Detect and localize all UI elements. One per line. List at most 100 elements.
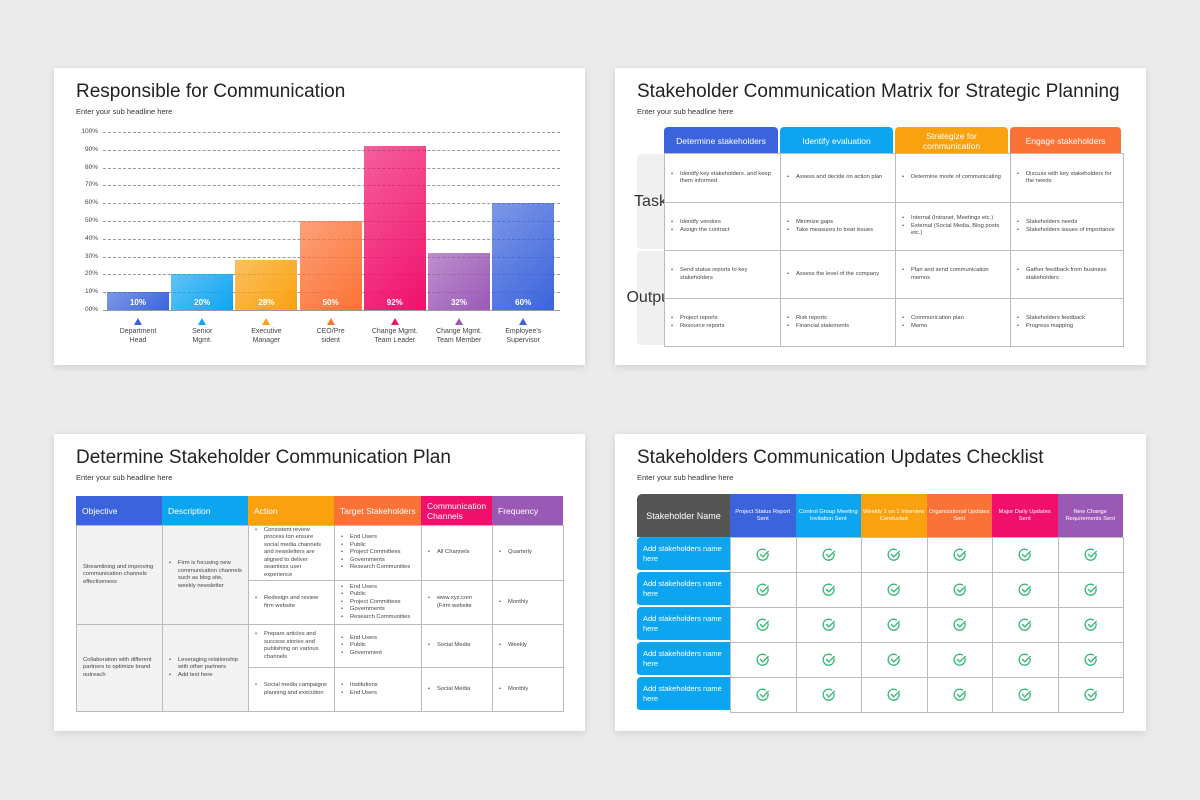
- check-circle-icon: [887, 548, 901, 561]
- x-tick-label-line: Team Member: [436, 337, 482, 344]
- matrix-cell: Risk reportsFinancial statements: [780, 298, 896, 347]
- checklist-cell[interactable]: [926, 607, 993, 643]
- x-tick-label: Employee's Supervisor: [488, 327, 558, 345]
- slide-title: Stakeholders Communication Updates Check…: [637, 447, 1044, 468]
- bullet-list: Identify key stakeholders. and keep them…: [671, 171, 774, 186]
- bullet-list: All Channels: [428, 549, 470, 557]
- triangle-marker-icon: [455, 318, 463, 325]
- checklist-cell[interactable]: [795, 607, 862, 643]
- plan-column-header: Action: [248, 496, 334, 525]
- matrix-column-header: Identify evaluation: [780, 127, 893, 154]
- matrix-cell: Identify key stakeholders. and keep them…: [664, 153, 781, 203]
- checklist-cell[interactable]: [730, 642, 797, 678]
- bar-data-label: 92%: [386, 298, 403, 307]
- bullet-item: Memo: [902, 323, 964, 331]
- bar-chart: 00% 10% 20% 30% 40% 50% 60% 70% 80% 90% 100% 10% Dep…: [54, 68, 585, 365]
- x-tick-label-line: Manager: [252, 337, 281, 344]
- check-circle-icon: [822, 688, 835, 701]
- bullet-item: Public: [341, 591, 410, 599]
- check-circle-icon: [822, 583, 835, 596]
- checklist-cell[interactable]: [926, 642, 993, 678]
- channels-cell: All Channels: [421, 525, 493, 581]
- bullet-item: Project Committees: [341, 549, 410, 557]
- x-tick-label-line: sident: [321, 337, 340, 344]
- checklist-cell[interactable]: [730, 677, 797, 713]
- action-cell: Consistent review process ton ensure soc…: [248, 525, 335, 581]
- checklist-cell[interactable]: [926, 677, 993, 713]
- frequency-cell: Weekly: [492, 624, 564, 668]
- bullet-item: Monthly: [499, 686, 528, 694]
- bullet-item: Send status reports to key stakeholders: [671, 267, 774, 282]
- bullet-item: Social Media: [428, 686, 470, 694]
- check-circle-icon: [887, 688, 901, 701]
- bullet-item: Progress mapping: [1017, 323, 1085, 331]
- matrix-cell: Communication planMemo: [895, 298, 1011, 347]
- x-tick-label-line: CEO/Pre: [316, 328, 345, 335]
- check-circle-icon: [953, 548, 966, 561]
- checklist-cell[interactable]: [992, 677, 1059, 713]
- bullet-item: Resource reports: [671, 323, 724, 331]
- checklist-column-header: Major Daily Updates Sent: [992, 494, 1058, 537]
- bullet-item: Consistent review process ton ensure soc…: [255, 527, 328, 580]
- checklist-cell[interactable]: [861, 537, 928, 573]
- check-circle-icon: [756, 548, 770, 561]
- x-tick-label-line: Head: [129, 337, 147, 344]
- checklist-cell[interactable]: [730, 537, 797, 573]
- gridline: [103, 203, 560, 205]
- check-circle-icon: [887, 618, 901, 631]
- plan-column-header: Description: [162, 496, 248, 525]
- checklist-cell[interactable]: [992, 607, 1059, 643]
- bullet-item: End Users: [341, 635, 382, 643]
- checklist-cell[interactable]: [926, 537, 993, 573]
- matrix-cell: Stakeholders needsStakeholders issues of…: [1010, 202, 1124, 251]
- bullet-list: Weekly: [499, 642, 527, 650]
- checklist-cell[interactable]: [1057, 677, 1124, 713]
- bullet-item: Public: [341, 542, 410, 550]
- bullet-item: Project Committees: [341, 599, 410, 607]
- matrix-cell: Discuss with key stakeholders for the ne…: [1010, 153, 1124, 203]
- checklist-cell[interactable]: [992, 572, 1059, 608]
- y-tick-label: 60%: [84, 199, 98, 207]
- matrix-cell: Assess the level of the company: [780, 250, 896, 299]
- checklist-cell[interactable]: [795, 677, 862, 713]
- bullet-item: Stakeholders feedback: [1017, 315, 1085, 323]
- check-circle-icon: [1084, 688, 1097, 701]
- triangle-marker-icon: [134, 318, 142, 325]
- checklist-cell[interactable]: [861, 572, 928, 608]
- checklist-cell[interactable]: [861, 677, 928, 713]
- plan-column-header: Target Stakeholders: [334, 496, 421, 525]
- checklist-cell[interactable]: [1057, 537, 1124, 573]
- check-circle-icon: [953, 653, 966, 666]
- bullet-item: Discuss with key stakeholders for the ne…: [1017, 171, 1117, 186]
- bullet-item: Social media campaigns planning and exec…: [255, 682, 328, 697]
- x-tick-label: Change Mgmt. Team Leader: [360, 327, 430, 345]
- checklist-cell[interactable]: [1057, 642, 1124, 678]
- check-circle-icon: [1018, 548, 1032, 561]
- x-tick-label-line: Change Mgmt.: [436, 328, 482, 335]
- check-circle-icon: [1018, 653, 1032, 666]
- y-tick-label: 20%: [84, 270, 98, 278]
- checklist-cell[interactable]: [861, 607, 928, 643]
- objective-cell: Collaboration with different partners to…: [76, 624, 163, 712]
- checklist-cell[interactable]: [992, 537, 1059, 573]
- checklist-cell[interactable]: [1057, 572, 1124, 608]
- plan-column-header: Communication Channels: [421, 496, 492, 525]
- x-tick-label-line: Employee's: [505, 328, 542, 335]
- triangle-marker-icon: [326, 318, 335, 325]
- checklist-cell[interactable]: [926, 572, 993, 608]
- matrix-column-header: Determine stakeholders: [664, 127, 778, 154]
- checklist-cell[interactable]: [1057, 607, 1124, 643]
- x-tick-label-line: Mgmt.: [192, 337, 212, 344]
- checklist-cell[interactable]: [730, 572, 797, 608]
- checklist-cell[interactable]: [730, 607, 797, 643]
- checklist-cell[interactable]: [795, 572, 862, 608]
- bar: [171, 274, 234, 310]
- checklist-cell[interactable]: [795, 537, 862, 573]
- matrix-cell: Minimize gapsTake measures to treat issu…: [780, 202, 896, 251]
- checklist-cell[interactable]: [861, 642, 928, 678]
- matrix-cell: Stakeholders feedbackProgress mapping: [1010, 298, 1124, 347]
- checklist-cell[interactable]: [795, 642, 862, 678]
- description-cell: Leveraging relationship with other partn…: [162, 624, 249, 712]
- matrix-column-header: Engage stakeholders: [1010, 127, 1121, 154]
- checklist-cell[interactable]: [992, 642, 1059, 678]
